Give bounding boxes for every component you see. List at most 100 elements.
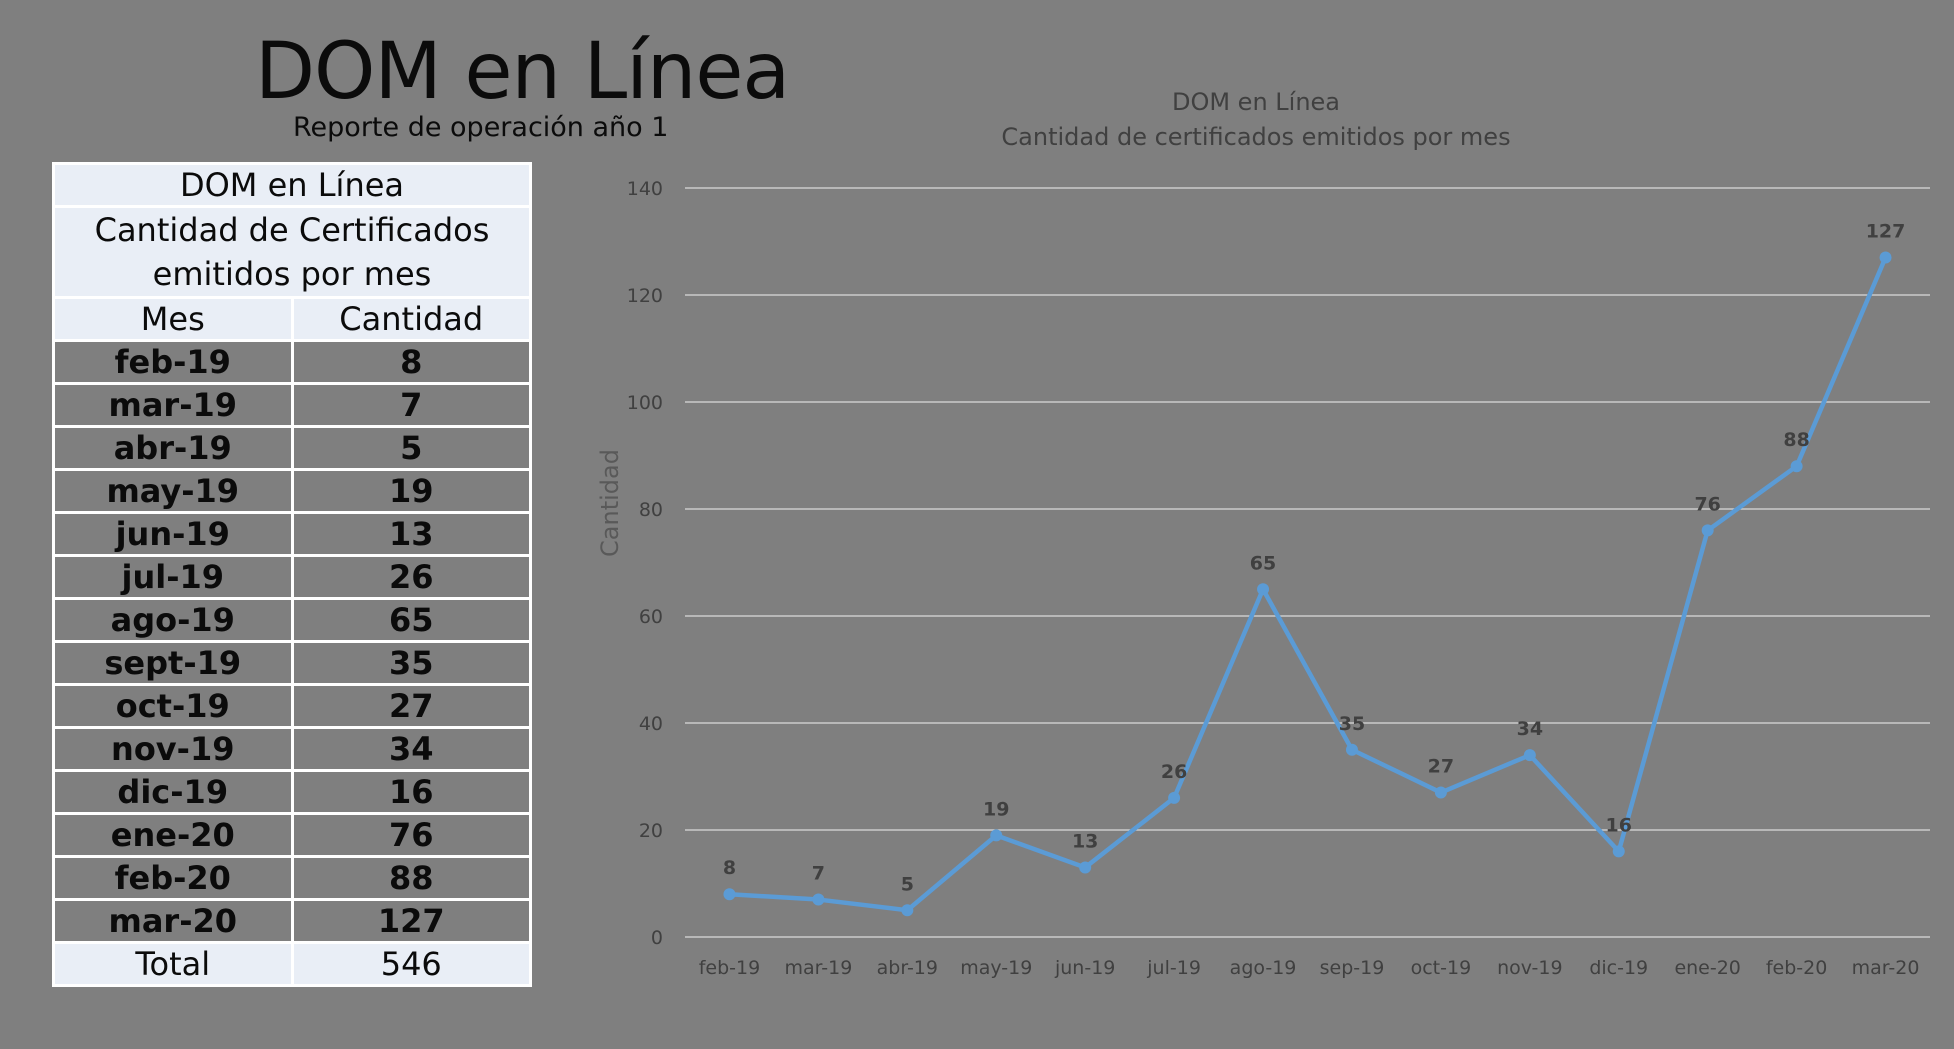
x-tick-label: jul-19: [1146, 957, 1201, 979]
x-tick-label: may-19: [960, 957, 1032, 979]
data-label: 127: [1866, 221, 1906, 243]
series-line: [729, 256, 1888, 913]
table-row: ago-19 65: [52, 597, 532, 643]
chart-subtitle: Cantidad de certificados emitidos por me…: [1001, 123, 1510, 151]
certificates-table: DOM en Línea Cantidad de Certificados em…: [52, 162, 532, 987]
data-point: [1079, 861, 1092, 874]
cell-month: may-19: [52, 468, 294, 514]
cell-month: oct-19: [52, 683, 294, 729]
table-title: DOM en Línea: [52, 162, 532, 208]
table-row: mar-20 127: [52, 898, 532, 944]
y-tick-label: 0: [651, 927, 663, 949]
cell-month: nov-19: [52, 726, 294, 772]
data-point: [901, 904, 914, 917]
x-tick-label: dic-19: [1589, 957, 1648, 979]
data-point: [812, 893, 825, 906]
table-row: feb-20 88: [52, 855, 532, 901]
y-tick-label: 40: [639, 713, 663, 735]
table-row: nov-19 34: [52, 726, 532, 772]
data-label: 7: [812, 863, 825, 885]
series-polyline: [729, 256, 1888, 913]
data-point: [1790, 460, 1803, 473]
cell-count: 127: [290, 898, 532, 944]
table-row: jul-19 26: [52, 554, 532, 600]
x-tick-label: nov-19: [1497, 957, 1562, 979]
cell-count: 8: [290, 339, 532, 385]
data-label: 26: [1161, 761, 1187, 783]
line-chart: DOM en Línea Cantidad de certificados em…: [596, 88, 1930, 979]
table-row: oct-19 27: [52, 683, 532, 729]
cell-month: jun-19: [52, 511, 294, 557]
data-label: 5: [901, 873, 914, 895]
page-title: DOM en Línea: [255, 27, 790, 117]
table-row: mar-19 7: [52, 382, 532, 428]
x-axis-ticks: feb-19 mar-19 abr-19 may-19 jun-19 jul-19 ago-…: [699, 957, 1920, 979]
cell-count: 7: [290, 382, 532, 428]
x-tick-label: feb-20: [1766, 957, 1827, 979]
y-tick-label: 60: [639, 606, 663, 628]
cell-count: 27: [290, 683, 532, 729]
cell-count: 16: [290, 769, 532, 815]
cell-count: 19: [290, 468, 532, 514]
cell-count: 65: [290, 597, 532, 643]
chart-title: DOM en Línea: [1172, 88, 1340, 116]
data-label: 34: [1517, 718, 1543, 740]
data-point: [1612, 845, 1625, 858]
cell-count: 13: [290, 511, 532, 557]
cell-month: ago-19: [52, 597, 294, 643]
data-point: [990, 829, 1003, 842]
table-row: may-19 19: [52, 468, 532, 514]
y-axis-ticks: 0 20 40 60 80 100 120 140: [627, 178, 663, 949]
cell-month: feb-20: [52, 855, 294, 901]
data-point: [1523, 749, 1536, 762]
data-label: 8: [723, 857, 736, 879]
y-tick-label: 100: [627, 392, 663, 414]
total-label: Total: [52, 941, 294, 987]
table-row: jun-19 13: [52, 511, 532, 557]
data-label: 35: [1339, 713, 1365, 735]
data-point: [1434, 786, 1447, 799]
cell-month: mar-20: [52, 898, 294, 944]
y-tick-label: 140: [627, 178, 663, 200]
table-row: feb-19 8: [52, 339, 532, 385]
data-point: [1345, 743, 1358, 756]
table-body: feb-19 8 mar-19 7 abr-19 5 may-19 19 jun-19 13 jul…: [52, 339, 532, 944]
table-row: abr-19 5: [52, 425, 532, 471]
data-label: 76: [1694, 493, 1720, 515]
cell-month: abr-19: [52, 425, 294, 471]
x-tick-label: jun-19: [1054, 957, 1115, 979]
cell-count: 5: [290, 425, 532, 471]
table-row: ene-20 76: [52, 812, 532, 858]
x-tick-label: mar-19: [785, 957, 853, 979]
total-value: 546: [290, 941, 532, 987]
x-tick-label: ago-19: [1230, 957, 1297, 979]
cell-month: sept-19: [52, 640, 294, 686]
cell-count: 34: [290, 726, 532, 772]
cell-count: 26: [290, 554, 532, 600]
cell-count: 88: [290, 855, 532, 901]
x-tick-label: oct-19: [1411, 957, 1472, 979]
cell-month: dic-19: [52, 769, 294, 815]
gridlines: [685, 187, 1930, 938]
cell-month: jul-19: [52, 554, 294, 600]
data-label: 16: [1606, 814, 1632, 836]
data-label: 13: [1072, 830, 1098, 852]
data-point: [1701, 524, 1714, 537]
x-tick-label: sep-19: [1320, 957, 1385, 979]
data-label: 19: [983, 798, 1009, 820]
y-tick-label: 20: [639, 820, 663, 842]
data-labels: 8 7 5 19 13 26 65 35 27 34 16 76 88 127: [723, 221, 1906, 896]
page-subtitle: Reporte de operación año 1: [293, 112, 669, 143]
data-points: [723, 251, 1892, 917]
table-subtitle-line2: emitidos por mes: [152, 255, 432, 293]
table-subtitle-line1: Cantidad de Certificados: [94, 211, 490, 249]
table-subtitle: Cantidad de Certificados emitidos por me…: [52, 205, 532, 299]
data-label: 88: [1783, 429, 1809, 451]
y-tick-label: 120: [627, 285, 663, 307]
cell-count: 35: [290, 640, 532, 686]
column-header-month: Mes: [52, 296, 294, 342]
data-label: 65: [1250, 552, 1276, 574]
data-point: [1257, 583, 1270, 596]
x-tick-label: mar-20: [1852, 957, 1920, 979]
cell-month: feb-19: [52, 339, 294, 385]
